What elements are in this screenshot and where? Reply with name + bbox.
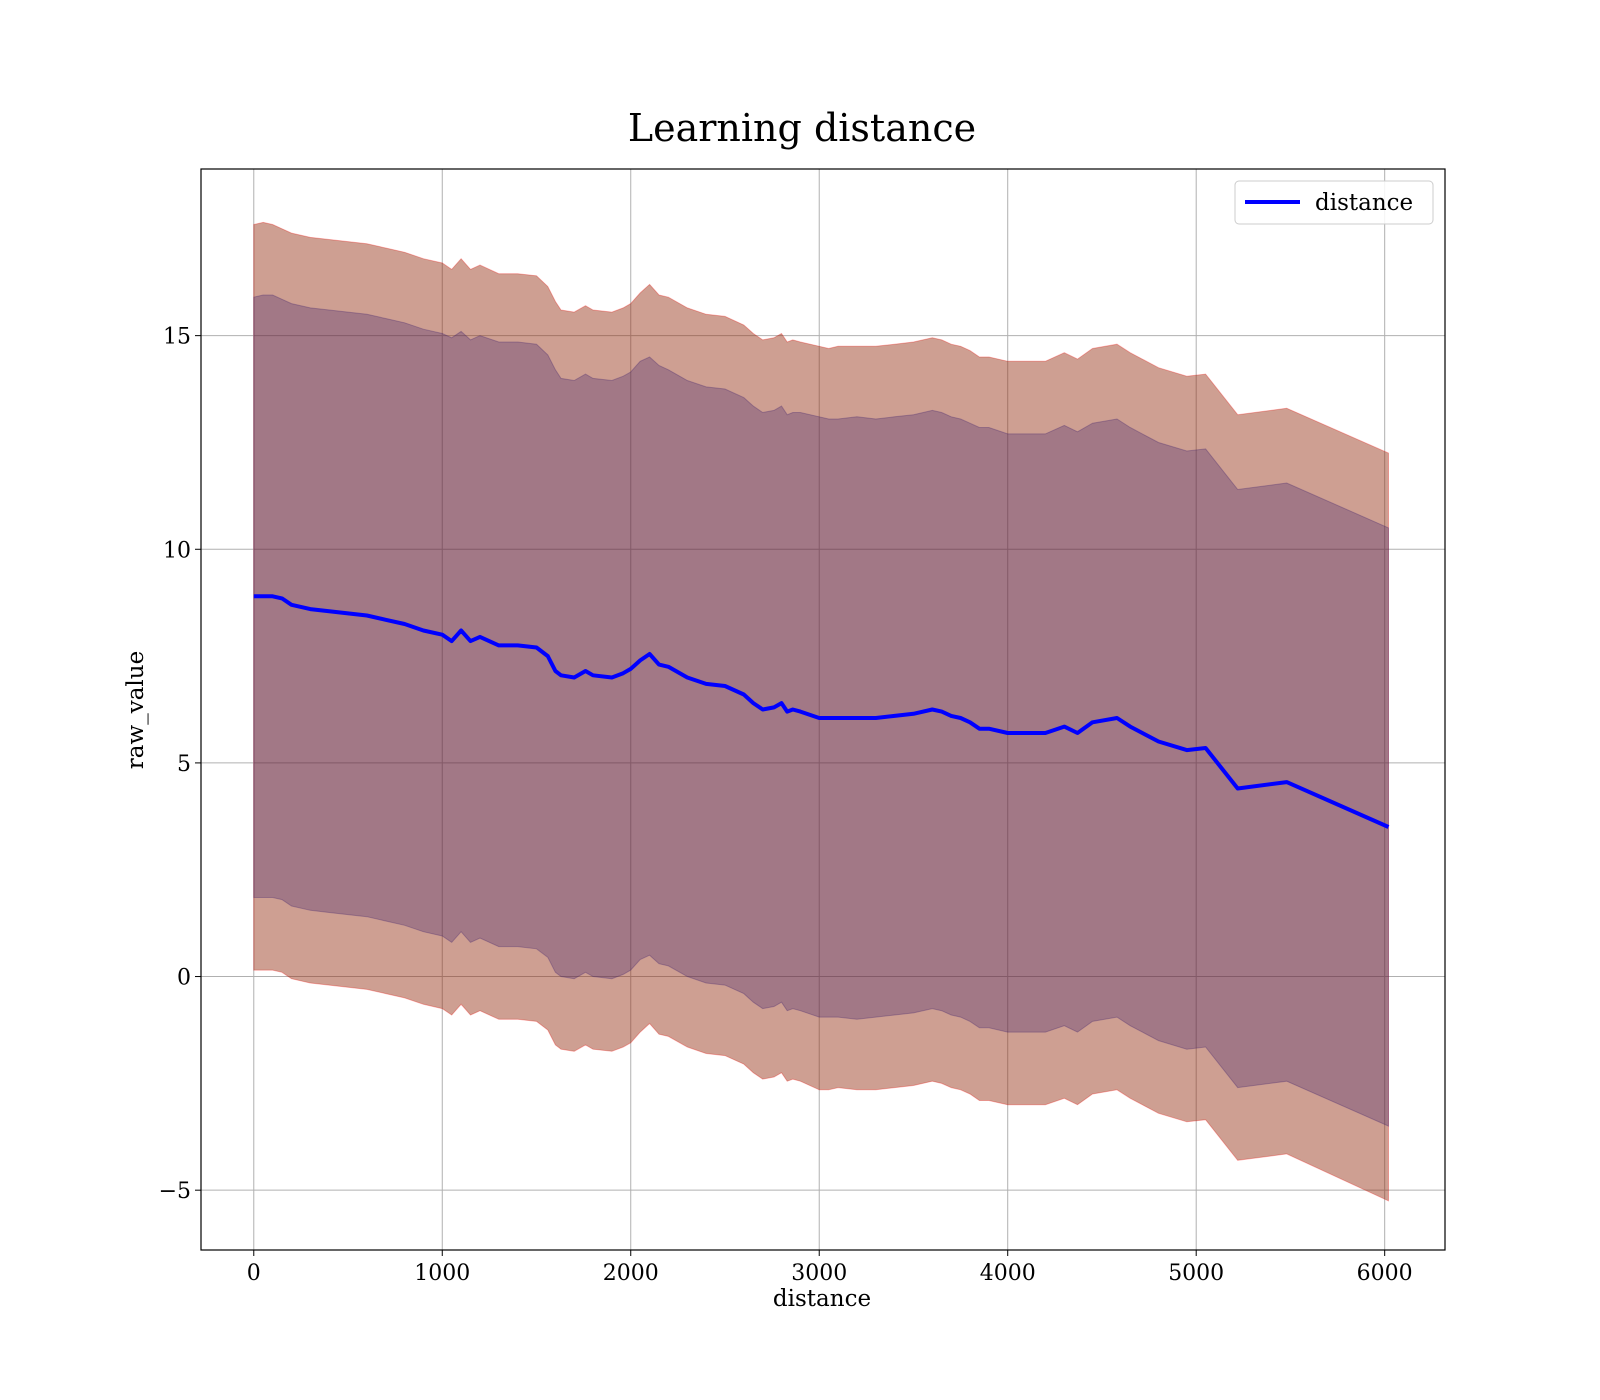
series-lines [253,594,1390,829]
legend-label: distance [1315,190,1413,216]
y-axis-label: raw_value [123,651,149,769]
x-axis-label: distance [773,1286,871,1312]
legend: distance [1234,180,1434,225]
distance-series-line [253,594,1390,829]
x-tick-label: 4000 [980,1261,1036,1286]
y-tick-label: 15 [163,325,191,350]
x-tick-label: 6000 [1357,1261,1413,1286]
y-tick-label: 5 [177,752,191,777]
legend-box [1234,180,1434,225]
x-tick-label: 3000 [791,1261,847,1286]
outer-band [253,221,1389,1202]
inner-band [253,294,1389,1127]
x-axis: 0 1000 2000 3000 4000 5000 6000 [247,1250,1413,1286]
y-tick-label: −5 [159,1179,191,1204]
chart-title: Learning distance [628,106,976,150]
y-axis: −5 0 5 10 15 [159,325,201,1204]
y-tick-label: 0 [177,966,191,991]
x-tick-label: 1000 [414,1261,470,1286]
plot-frame [200,168,1446,1251]
outer-band-tint [253,222,1389,1201]
y-tick-label: 10 [163,538,191,563]
confidence-bands [253,221,1389,1202]
x-tick-label: 0 [247,1261,261,1286]
grid [201,169,1445,1250]
x-tick-label: 2000 [603,1261,659,1286]
x-tick-label: 5000 [1168,1261,1224,1286]
